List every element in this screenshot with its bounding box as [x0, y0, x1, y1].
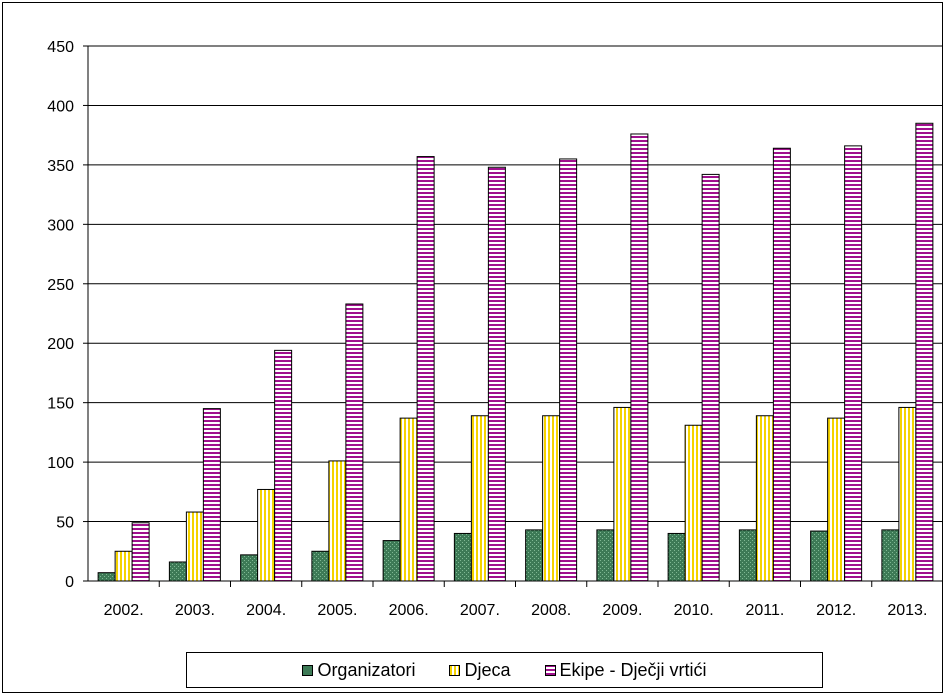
- bar-ekipe-dje-ji-vrti-i-2011: [772, 147, 791, 582]
- legend-item-ekipe: Ekipe - Dječji vrtići: [544, 659, 707, 681]
- bar-ekipe-dje-ji-vrti-i-2013: [915, 122, 934, 582]
- bar-ekipe-dje-ji-vrti-i-2008: [559, 158, 578, 582]
- bar-djeca-2012: [827, 417, 846, 582]
- bar-djeca-2003: [185, 511, 204, 582]
- bar-djeca-2004: [257, 488, 276, 582]
- y-tick-label: 150: [47, 396, 74, 413]
- bar-ekipe-dje-ji-vrti-i-2005: [345, 303, 364, 582]
- chart-legend: Organizatori Djeca Ekipe - Dječji vrtići: [186, 652, 823, 688]
- legend-swatch-organizatori: [302, 664, 314, 676]
- legend-item-organizatori: Organizatori: [302, 660, 415, 681]
- bar-djeca-2010: [684, 424, 703, 582]
- bar-ekipe-dje-ji-vrti-i-2004: [274, 349, 293, 582]
- y-tick-label: 0: [65, 574, 74, 591]
- y-tick-label: 400: [47, 98, 74, 115]
- bar-organizatori-2010: [667, 532, 686, 582]
- x-tick-label: 2011.: [745, 602, 784, 619]
- bar-ekipe-dje-ji-vrti-i-2006: [416, 156, 435, 582]
- legend-label-organizatori: Organizatori: [317, 659, 416, 680]
- bar-ekipe-dje-ji-vrti-i-2003: [202, 408, 221, 582]
- bar-djeca-2002: [114, 550, 133, 582]
- x-tick-label: 2010.: [674, 602, 714, 619]
- legend-label-djeca: Djeca: [464, 659, 511, 680]
- x-tick-label: 2006.: [389, 602, 429, 619]
- bar-ekipe-dje-ji-vrti-i-2012: [844, 145, 863, 582]
- x-tick-label: 2008.: [531, 602, 571, 619]
- bar-djeca-2013: [898, 406, 917, 582]
- bar-organizatori-2005: [311, 550, 330, 582]
- y-tick-label: 250: [47, 277, 74, 294]
- bar-organizatori-2006: [382, 540, 401, 582]
- x-tick-label: 2005.: [317, 602, 357, 619]
- bar-organizatori-2007: [453, 532, 472, 582]
- bar-djeca-2009: [613, 406, 632, 582]
- bar-ekipe-dje-ji-vrti-i-2007: [487, 166, 506, 582]
- x-tick-label: 2009.: [602, 602, 642, 619]
- x-tick-label: 2013.: [887, 602, 927, 619]
- bar-ekipe-dje-ji-vrti-i-2002: [131, 522, 150, 582]
- x-tick-label: 2007.: [460, 602, 500, 619]
- bar-djeca-2011: [755, 415, 774, 582]
- legend-item-djeca: Djeca: [449, 659, 511, 681]
- y-tick-label: 50: [56, 515, 74, 532]
- bar-ekipe-dje-ji-vrti-i-2010: [701, 173, 720, 582]
- y-tick-label: 350: [47, 158, 74, 175]
- bar-djeca-2006: [399, 417, 418, 582]
- bar-ekipe-dje-ji-vrti-i-2009: [630, 133, 649, 582]
- bar-djeca-2005: [328, 460, 347, 582]
- y-tick-label: 300: [47, 217, 74, 234]
- x-tick-label: 2012.: [816, 602, 856, 619]
- x-tick-label: 2004.: [246, 602, 286, 619]
- y-tick-label: 100: [47, 455, 74, 472]
- bar-djeca-2008: [542, 415, 561, 582]
- legend-label-ekipe: Ekipe - Dječji vrtići: [559, 659, 707, 680]
- bar-organizatori-2004: [240, 554, 259, 582]
- legend-swatch-ekipe: [544, 664, 556, 676]
- x-tick-label: 2002.: [104, 602, 144, 619]
- bar-organizatori-2008: [525, 529, 544, 582]
- bar-organizatori-2011: [738, 529, 757, 582]
- y-tick-label: 200: [47, 336, 74, 353]
- bar-organizatori-2013: [881, 529, 900, 582]
- x-tick-label: 2003.: [175, 602, 215, 619]
- legend-swatch-djeca: [449, 664, 461, 676]
- bar-djeca-2007: [470, 415, 489, 582]
- bar-organizatori-2009: [596, 529, 615, 582]
- bar-organizatori-2003: [168, 561, 187, 582]
- bar-organizatori-2012: [810, 530, 829, 582]
- bar-organizatori-2002: [97, 572, 116, 582]
- y-tick-label: 450: [47, 39, 74, 56]
